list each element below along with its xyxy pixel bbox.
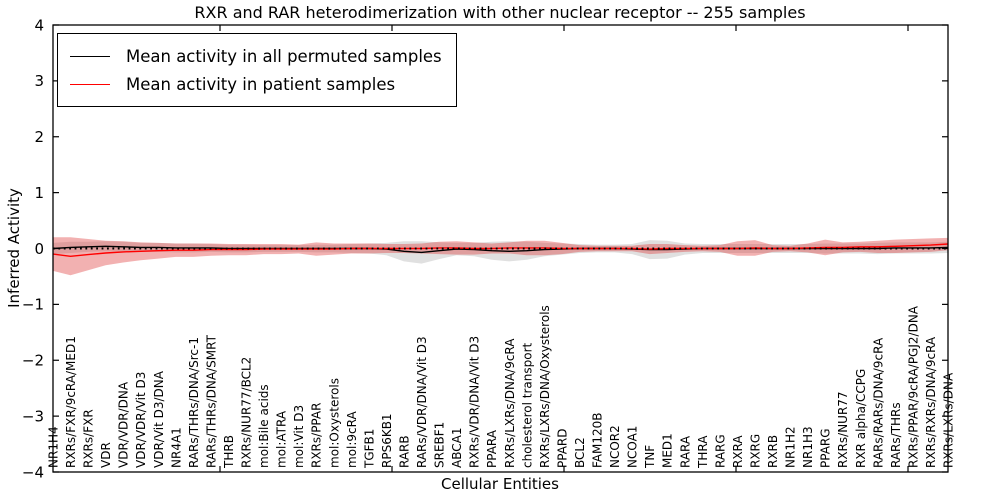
x-category-label: mol:Oxysterols bbox=[327, 378, 341, 468]
x-category-label: ABCA1 bbox=[450, 428, 464, 468]
x-category-label: BCL2 bbox=[573, 437, 587, 468]
x-category-label: RXRs/VDR/DNA/Vit D3 bbox=[468, 336, 482, 468]
x-category-label: RXRs/PPAR/9cRA/PGJ2/DNA bbox=[906, 305, 920, 468]
x-category-label: VDR/Vit D3/DNA bbox=[152, 370, 166, 468]
x-category-label: PPARG bbox=[819, 428, 833, 468]
legend-label-permuted: Mean activity in all permuted samples bbox=[126, 46, 442, 66]
x-category-label: mol:Vit D3 bbox=[292, 405, 306, 468]
x-category-label: NR4A1 bbox=[169, 427, 183, 468]
x-category-label: cholesterol transport bbox=[520, 342, 534, 468]
x-category-label: RXRs/RXRs/DNA/9cRA bbox=[924, 336, 938, 468]
x-category-label: TNF bbox=[643, 445, 657, 469]
x-category-label: NCOA1 bbox=[626, 426, 640, 468]
x-category-label: THRB bbox=[222, 435, 236, 469]
x-category-label: MED1 bbox=[661, 433, 675, 468]
x-category-label: RXRs/NUR77 bbox=[836, 391, 850, 468]
x-category-label: SREBF1 bbox=[433, 422, 447, 468]
x-category-label: RPS6KB1 bbox=[380, 413, 394, 468]
y-tick-label: 2 bbox=[34, 128, 44, 146]
legend: Mean activity in all permuted samples Me… bbox=[57, 33, 457, 107]
permuted-std-band bbox=[53, 240, 948, 264]
legend-item-patient: Mean activity in patient samples bbox=[70, 70, 442, 98]
x-category-label: FAM120B bbox=[590, 413, 604, 469]
y-tick-label: −3 bbox=[22, 407, 44, 425]
x-category-label: RXRs/FXR bbox=[82, 409, 96, 468]
x-category-label: RARA bbox=[678, 435, 692, 468]
chart-title: RXR and RAR heterodimerization with othe… bbox=[194, 3, 806, 22]
x-category-label: TGFB1 bbox=[362, 429, 376, 469]
x-category-label: RXRs/FXR/9cRA/MED1 bbox=[64, 336, 78, 468]
y-tick-label: 1 bbox=[34, 184, 44, 202]
x-category-label: VDR/VDR/DNA bbox=[117, 381, 131, 468]
legend-item-permuted: Mean activity in all permuted samples bbox=[70, 42, 442, 70]
x-category-label: RXRB bbox=[766, 435, 780, 468]
x-category-label: RXRs/NUR77/BCL2 bbox=[239, 357, 253, 468]
x-category-label: RARG bbox=[713, 434, 727, 468]
x-category-label: mol:9cRA bbox=[345, 411, 359, 468]
x-category-label: RARs/VDR/DNA/Vit D3 bbox=[415, 336, 429, 468]
y-tick-label: −2 bbox=[22, 352, 44, 370]
x-category-label: RARs/RARs/DNA/9cRA bbox=[871, 337, 885, 468]
x-category-label: NCOR2 bbox=[608, 425, 622, 468]
x-category-label: VDR bbox=[99, 442, 113, 468]
x-category-label: RXRG bbox=[748, 434, 762, 468]
y-tick-label: 4 bbox=[34, 16, 44, 34]
x-category-label: mol:Bile acids bbox=[257, 384, 271, 468]
x-category-label: RXRs/LXRs/DNA/Oxysterols bbox=[538, 305, 552, 468]
x-category-label: RXRs/LXRs/DNA/9cRA bbox=[503, 338, 517, 468]
x-category-label: mol:ATRA bbox=[275, 410, 289, 468]
legend-label-patient: Mean activity in patient samples bbox=[126, 74, 396, 94]
x-category-label: THRA bbox=[696, 435, 710, 469]
y-tick-label: −1 bbox=[22, 296, 44, 314]
x-category-label: RARB bbox=[397, 435, 411, 468]
x-category-label: NR1H3 bbox=[801, 426, 815, 468]
x-category-label: VDR/VDR/Vit D3 bbox=[134, 372, 148, 468]
x-category-label: RXRs/PPAR bbox=[310, 403, 324, 468]
x-category-label: RARs/THRs/DNA/Src-1 bbox=[187, 337, 201, 468]
x-category-label: RXRA bbox=[731, 435, 745, 468]
x-category-label: RXR alpha/CCPG bbox=[854, 369, 868, 468]
x-category-label: NR1H2 bbox=[784, 426, 798, 468]
x-category-label: RARs/THRs/DNA/SMRT bbox=[204, 334, 218, 468]
legend-line-swatch-permuted bbox=[70, 55, 110, 57]
x-category-label: PPARA bbox=[485, 429, 499, 468]
y-tick-label: 0 bbox=[34, 240, 44, 258]
x-category-label: RARs/THRs bbox=[889, 402, 903, 468]
legend-line-swatch-patient bbox=[70, 83, 110, 85]
x-category-label: PPARD bbox=[555, 429, 569, 469]
y-tick-label: −4 bbox=[22, 463, 44, 481]
x-axis-label: Cellular Entities bbox=[441, 475, 559, 493]
patient-std-band bbox=[53, 237, 948, 276]
y-tick-label: 3 bbox=[34, 72, 44, 90]
